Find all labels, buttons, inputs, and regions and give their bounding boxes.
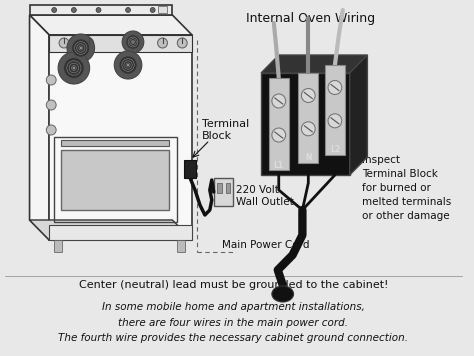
Circle shape	[84, 38, 93, 48]
Text: In some mobile home and apartment installations,: In some mobile home and apartment instal…	[102, 302, 365, 312]
Circle shape	[301, 122, 315, 136]
Text: 220 Volt
Wall Outlet: 220 Volt Wall Outlet	[237, 185, 294, 206]
Circle shape	[64, 58, 84, 78]
Circle shape	[73, 67, 75, 69]
Bar	[325, 65, 345, 155]
Polygon shape	[29, 5, 173, 15]
Bar	[54, 240, 62, 252]
Text: N: N	[305, 153, 311, 162]
Circle shape	[58, 52, 90, 84]
Polygon shape	[29, 15, 192, 35]
Bar	[54, 137, 177, 222]
Circle shape	[72, 7, 76, 12]
Text: Terminal
Block: Terminal Block	[202, 119, 249, 141]
Polygon shape	[261, 73, 350, 175]
Circle shape	[132, 41, 134, 43]
Circle shape	[127, 64, 129, 66]
Circle shape	[52, 7, 56, 12]
Polygon shape	[49, 225, 192, 240]
Circle shape	[126, 35, 140, 49]
Text: Internal Oven Wiring: Internal Oven Wiring	[246, 12, 375, 25]
Text: L2: L2	[330, 146, 340, 155]
Bar	[184, 160, 196, 178]
Circle shape	[157, 38, 167, 48]
Circle shape	[272, 128, 286, 142]
Circle shape	[114, 51, 142, 79]
Circle shape	[272, 94, 286, 108]
Circle shape	[119, 56, 137, 74]
Bar	[217, 183, 222, 193]
Polygon shape	[261, 55, 367, 73]
Text: Inspect
Terminal Block
for burned or
melted terminals
or other damage: Inspect Terminal Block for burned or mel…	[363, 155, 452, 221]
Circle shape	[80, 47, 82, 49]
Text: The fourth wire provides the necessary cabinet ground connection.: The fourth wire provides the necessary c…	[58, 333, 409, 343]
Circle shape	[150, 7, 155, 12]
Text: L1: L1	[273, 161, 284, 169]
Circle shape	[328, 114, 342, 128]
Bar	[177, 240, 185, 252]
Bar	[157, 6, 167, 13]
Bar	[214, 178, 234, 206]
Circle shape	[301, 89, 315, 103]
Text: Main Power Cord: Main Power Cord	[222, 240, 309, 250]
Bar	[299, 73, 318, 163]
Polygon shape	[350, 55, 367, 175]
Text: Center (neutral) lead must be grounded to the cabinet!: Center (neutral) lead must be grounded t…	[79, 280, 388, 290]
Bar	[61, 140, 169, 146]
Circle shape	[126, 7, 130, 12]
Circle shape	[96, 7, 101, 12]
Circle shape	[122, 31, 144, 53]
Bar	[226, 183, 230, 193]
Circle shape	[46, 125, 56, 135]
Circle shape	[123, 38, 133, 48]
Circle shape	[67, 34, 94, 62]
Circle shape	[328, 80, 342, 94]
Circle shape	[59, 38, 69, 48]
Text: there are four wires in the main power cord.: there are four wires in the main power c…	[118, 318, 348, 328]
Polygon shape	[29, 220, 192, 240]
Circle shape	[177, 38, 187, 48]
Ellipse shape	[272, 286, 293, 302]
Bar	[61, 150, 169, 210]
Circle shape	[46, 75, 56, 85]
Polygon shape	[49, 35, 192, 52]
Bar	[269, 78, 289, 170]
Polygon shape	[49, 35, 192, 240]
Circle shape	[72, 39, 90, 57]
Circle shape	[46, 100, 56, 110]
Polygon shape	[29, 15, 49, 240]
